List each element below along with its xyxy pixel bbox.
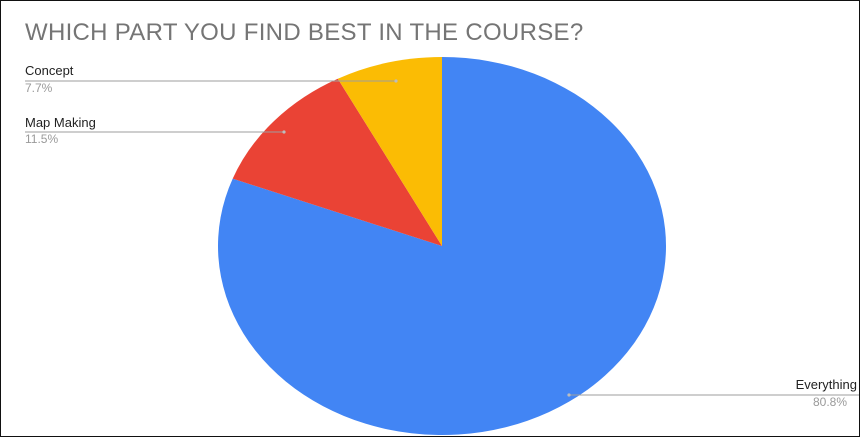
leader-dot-everything — [567, 393, 571, 397]
leader-dot-concept — [394, 79, 398, 83]
chart-title: WHICH PART YOU FIND BEST IN THE COURSE? — [25, 19, 584, 46]
slice-label-concept: Concept — [25, 63, 74, 78]
pie-slice-map-making[interactable] — [232, 78, 442, 246]
slice-percent-map-making: 11.5% — [25, 132, 58, 146]
pie-slice-concept[interactable] — [337, 57, 442, 246]
slice-label-map-making: Map Making — [25, 115, 96, 130]
leader-dot-map-making — [282, 130, 286, 134]
slice-label-everything: Everything — [796, 377, 857, 392]
slice-percent-concept: 7.7% — [25, 81, 53, 95]
slice-percent-everything: 80.8% — [813, 395, 847, 409]
pie-slice-everything[interactable] — [218, 57, 667, 435]
